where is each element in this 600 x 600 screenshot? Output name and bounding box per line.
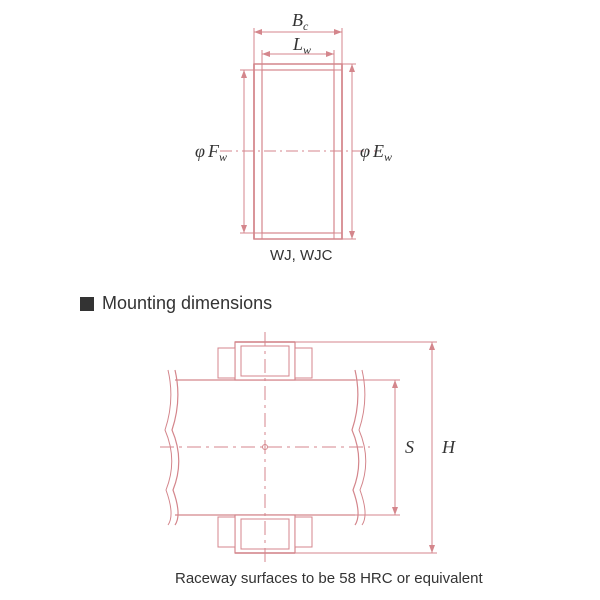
label-bc: Bc [292, 10, 309, 33]
bottom-diagram: S H [0, 320, 600, 580]
top-diagram-caption: WJ, WJC [270, 247, 333, 264]
section-heading-text: Mounting dimensions [102, 293, 272, 314]
label-h: H [441, 437, 456, 457]
section-heading: Mounting dimensions [80, 293, 272, 314]
bottom-note: Raceway surfaces to be 58 HRC or equival… [175, 570, 483, 587]
label-phi-fw: φFw [195, 141, 227, 164]
top-diagram: Bc Lw φFw φEw WJ, WJC [0, 0, 600, 280]
label-phi-ew: φEw [360, 141, 392, 164]
bullet-icon [80, 297, 94, 311]
label-s: S [405, 437, 414, 457]
